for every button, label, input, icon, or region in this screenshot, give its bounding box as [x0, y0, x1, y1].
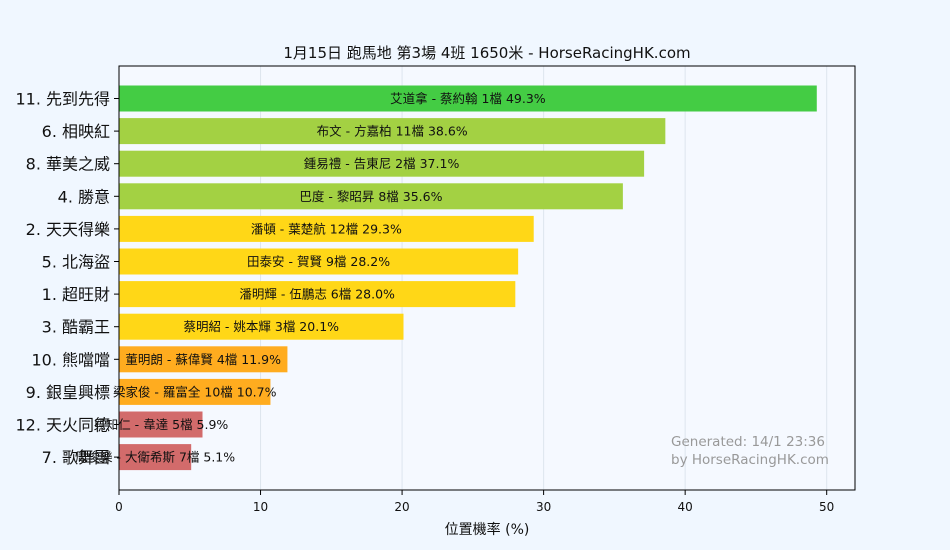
y-tick-label: 4. 勝意: [58, 187, 110, 206]
bar: [119, 411, 203, 438]
bar-label: 潘頓 - 葉楚航 12檔 29.3%: [251, 221, 402, 236]
x-tick-label: 20: [394, 500, 409, 514]
bars: [119, 85, 817, 471]
bar-label: 蔡明紹 - 姚本輝 3檔 20.1%: [183, 319, 339, 334]
y-tick-label: 11. 先到先得: [15, 90, 110, 109]
bar-label: 艾道拿 - 蔡約翰 1檔 49.3%: [390, 91, 546, 106]
bar: [119, 215, 534, 242]
bar-label: 鍾易禮 - 告東尼 2檔 37.1%: [304, 156, 460, 171]
bar: [119, 378, 271, 405]
y-tick-label: 3. 酷霸王: [42, 318, 110, 337]
bar-label: 周俊樂 - 大衛希斯 7檔 5.1%: [75, 450, 235, 465]
bar: [119, 346, 288, 373]
y-tick-label: 10. 熊噹噹: [31, 350, 110, 369]
y-tick-label: 12. 天火同德: [15, 416, 110, 435]
bar: [119, 248, 519, 275]
bar: [119, 313, 404, 340]
bar-label: 梁家俊 - 羅富全 10檔 10.7%: [113, 384, 277, 399]
bar-label: 巴度 - 黎昭昇 8檔 35.6%: [299, 189, 442, 204]
bar: [119, 118, 666, 145]
x-tick-label: 50: [819, 500, 834, 514]
chart-title: 1月15日 跑馬地 第3場 4班 1650米 - HorseRacingHK.c…: [283, 44, 690, 62]
bar: [119, 85, 817, 112]
y-tick-labels: 11. 先到先得 6. 相映紅 8. 華美之威 4. 勝意 2. 天天得樂 5. 北海盜 1…: [15, 90, 119, 467]
bar-label: 董明朗 - 蘇偉賢 4檔 11.9%: [125, 352, 281, 367]
x-tick-label: 0: [115, 500, 123, 514]
y-tick-label: 5. 北海盜: [42, 253, 110, 272]
x-tick-labels: 0 10 20 30 40 50: [115, 490, 834, 514]
x-axis-label: 位置機率 (%): [445, 521, 530, 538]
bar-label: 潘明輝 - 伍鵬志 6檔 28.0%: [239, 287, 395, 302]
bar-label: 布文 - 方嘉柏 11檔 38.6%: [317, 124, 468, 139]
plot-frame: [118, 65, 856, 491]
bar: [119, 150, 645, 177]
y-tick-label: 7. 歌舞團: [42, 448, 110, 467]
bar-labels: 艾道拿 - 蔡約翰 1檔 49.3% 布文 - 方嘉柏 11檔 38.6% 鍾易禮 …: [75, 91, 546, 465]
y-tick-label: 6. 相映紅: [42, 122, 110, 141]
y-tick-label: 2. 天天得樂: [26, 220, 110, 239]
x-tick-label: 10: [253, 500, 268, 514]
generated-timestamp: Generated: 14/1 23:36: [671, 434, 825, 450]
bar-label: 田泰安 - 賀賢 9檔 28.2%: [247, 254, 390, 269]
y-tick-label: 8. 華美之威: [26, 155, 110, 174]
bar-label: 貝知仁 - 韋達 5檔 5.9%: [93, 417, 228, 432]
x-tick-label: 40: [678, 500, 693, 514]
bar: [119, 444, 192, 471]
x-tick-label: 30: [536, 500, 551, 514]
bar: [119, 281, 516, 308]
y-tick-label: 1. 超旺財: [42, 285, 110, 304]
watermark-source: by HorseRacingHK.com: [671, 452, 829, 468]
bar: [119, 183, 623, 210]
y-tick-label: 9. 銀皇興標: [26, 383, 110, 402]
